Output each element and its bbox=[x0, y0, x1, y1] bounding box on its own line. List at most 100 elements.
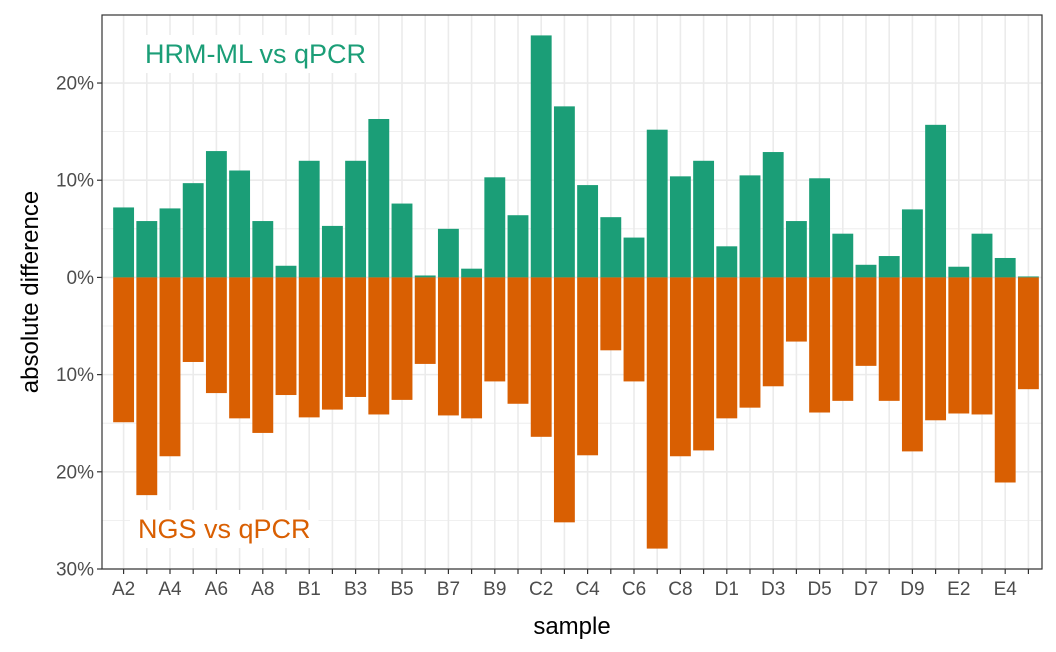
bar-top bbox=[507, 215, 529, 278]
bar-top bbox=[1017, 276, 1039, 278]
x-tick-label: B7 bbox=[437, 579, 460, 600]
bar-bottom bbox=[600, 277, 622, 351]
bar-top bbox=[205, 151, 227, 278]
y-tick-label: 0% bbox=[67, 268, 95, 289]
y-tick-label: 20% bbox=[56, 462, 94, 483]
bar-bottom bbox=[205, 277, 227, 394]
annotations: HRM-ML vs qPCR NGS vs qPCR bbox=[130, 35, 375, 548]
bar-top bbox=[855, 264, 877, 278]
bar-top bbox=[298, 160, 320, 278]
bar-bottom bbox=[275, 277, 297, 396]
bar-top bbox=[878, 256, 900, 278]
bar-top bbox=[484, 177, 506, 278]
bar-bottom bbox=[345, 277, 367, 397]
bar-top bbox=[414, 275, 436, 278]
x-tick-label: B5 bbox=[390, 579, 413, 600]
bar-bottom bbox=[298, 277, 320, 418]
x-tick-label: C6 bbox=[622, 579, 646, 600]
bar-bottom bbox=[182, 277, 204, 362]
bar-bottom bbox=[994, 277, 1016, 483]
x-tick-label: D5 bbox=[807, 579, 831, 600]
x-tick-label: A2 bbox=[112, 579, 135, 600]
bar-top bbox=[716, 246, 738, 278]
annotation-top-background bbox=[137, 35, 375, 73]
bar-bottom bbox=[414, 277, 436, 364]
annotation-bottom-background bbox=[130, 510, 319, 548]
bar-bottom bbox=[577, 277, 599, 456]
x-tick-label: E2 bbox=[947, 579, 970, 600]
x-tick-label: D3 bbox=[761, 579, 785, 600]
bar-top bbox=[809, 178, 831, 278]
bar-top bbox=[925, 124, 947, 278]
bar-top bbox=[553, 106, 575, 278]
bar-top bbox=[461, 268, 483, 278]
bar-bottom bbox=[669, 277, 691, 457]
bar-bottom bbox=[762, 277, 784, 387]
bar-top bbox=[530, 35, 552, 278]
bar-top bbox=[971, 233, 993, 278]
bar-top bbox=[669, 176, 691, 278]
bar-top bbox=[994, 257, 1016, 278]
panel-border bbox=[101, 14, 1043, 570]
bar-top bbox=[159, 208, 181, 278]
bar-top bbox=[693, 160, 715, 278]
bar-bottom bbox=[832, 277, 854, 401]
y-axis-title: absolute difference bbox=[17, 191, 44, 393]
bar-bottom bbox=[855, 277, 877, 366]
bar-bottom bbox=[136, 277, 158, 496]
bar-top bbox=[182, 183, 204, 278]
bar-top bbox=[901, 209, 923, 278]
bar-bottom bbox=[739, 277, 761, 408]
annotation-ngs: NGS vs qPCR bbox=[138, 514, 311, 544]
axes: 20% 10% 0% 10% 20% 30% A2 A4 A6 A8 B1 B3 B5 B7 B9 C2 C4 C… bbox=[56, 74, 1030, 600]
bar-top bbox=[739, 175, 761, 278]
x-tick-label: B3 bbox=[344, 579, 367, 600]
bar-top bbox=[623, 237, 645, 278]
x-tick-label: A8 bbox=[251, 579, 274, 600]
bar-top bbox=[948, 266, 970, 278]
bar-top bbox=[275, 265, 297, 278]
x-tick-label: B9 bbox=[483, 579, 506, 600]
bar-top bbox=[391, 203, 413, 278]
bar-bottom bbox=[809, 277, 831, 413]
x-tick-label: A6 bbox=[205, 579, 228, 600]
bar-bottom bbox=[391, 277, 413, 400]
annotation-hrm-ml: HRM-ML vs qPCR bbox=[145, 39, 366, 69]
bar-bottom bbox=[368, 277, 390, 415]
y-tick-label: 10% bbox=[56, 365, 94, 386]
bar-bottom bbox=[530, 277, 552, 437]
bar-bottom bbox=[901, 277, 923, 452]
x-tick-label: D7 bbox=[854, 579, 878, 600]
bar-top bbox=[577, 185, 599, 278]
x-tick-label: C2 bbox=[529, 579, 553, 600]
x-tick-label: E4 bbox=[994, 579, 1018, 600]
bar-bottom bbox=[159, 277, 181, 457]
bar-top bbox=[832, 233, 854, 278]
bar-bottom bbox=[321, 277, 343, 410]
bar-top bbox=[345, 160, 367, 278]
bar-bottom bbox=[971, 277, 993, 415]
bar-bottom bbox=[785, 277, 807, 342]
x-tick-label: A4 bbox=[158, 579, 182, 600]
bar-bottom bbox=[461, 277, 483, 419]
bar-bottom bbox=[437, 277, 459, 416]
bar-top bbox=[762, 152, 784, 278]
x-tick-label: B1 bbox=[298, 579, 321, 600]
bar-bottom bbox=[693, 277, 715, 451]
bar-top bbox=[136, 221, 158, 278]
x-axis-title: sample bbox=[533, 613, 610, 640]
bar-top bbox=[646, 129, 668, 278]
y-tick-label: 10% bbox=[56, 171, 94, 192]
bar-bottom bbox=[1017, 277, 1039, 390]
bar-bottom bbox=[113, 277, 135, 423]
bar-bottom bbox=[878, 277, 900, 401]
x-tick-label: C8 bbox=[668, 579, 692, 600]
y-tick-label: 20% bbox=[56, 74, 94, 95]
bar-top bbox=[437, 228, 459, 278]
x-tick-label: C4 bbox=[575, 579, 600, 600]
bar-bottom bbox=[623, 277, 645, 382]
bar-bottom bbox=[646, 277, 668, 549]
bar-bottom bbox=[925, 277, 947, 421]
